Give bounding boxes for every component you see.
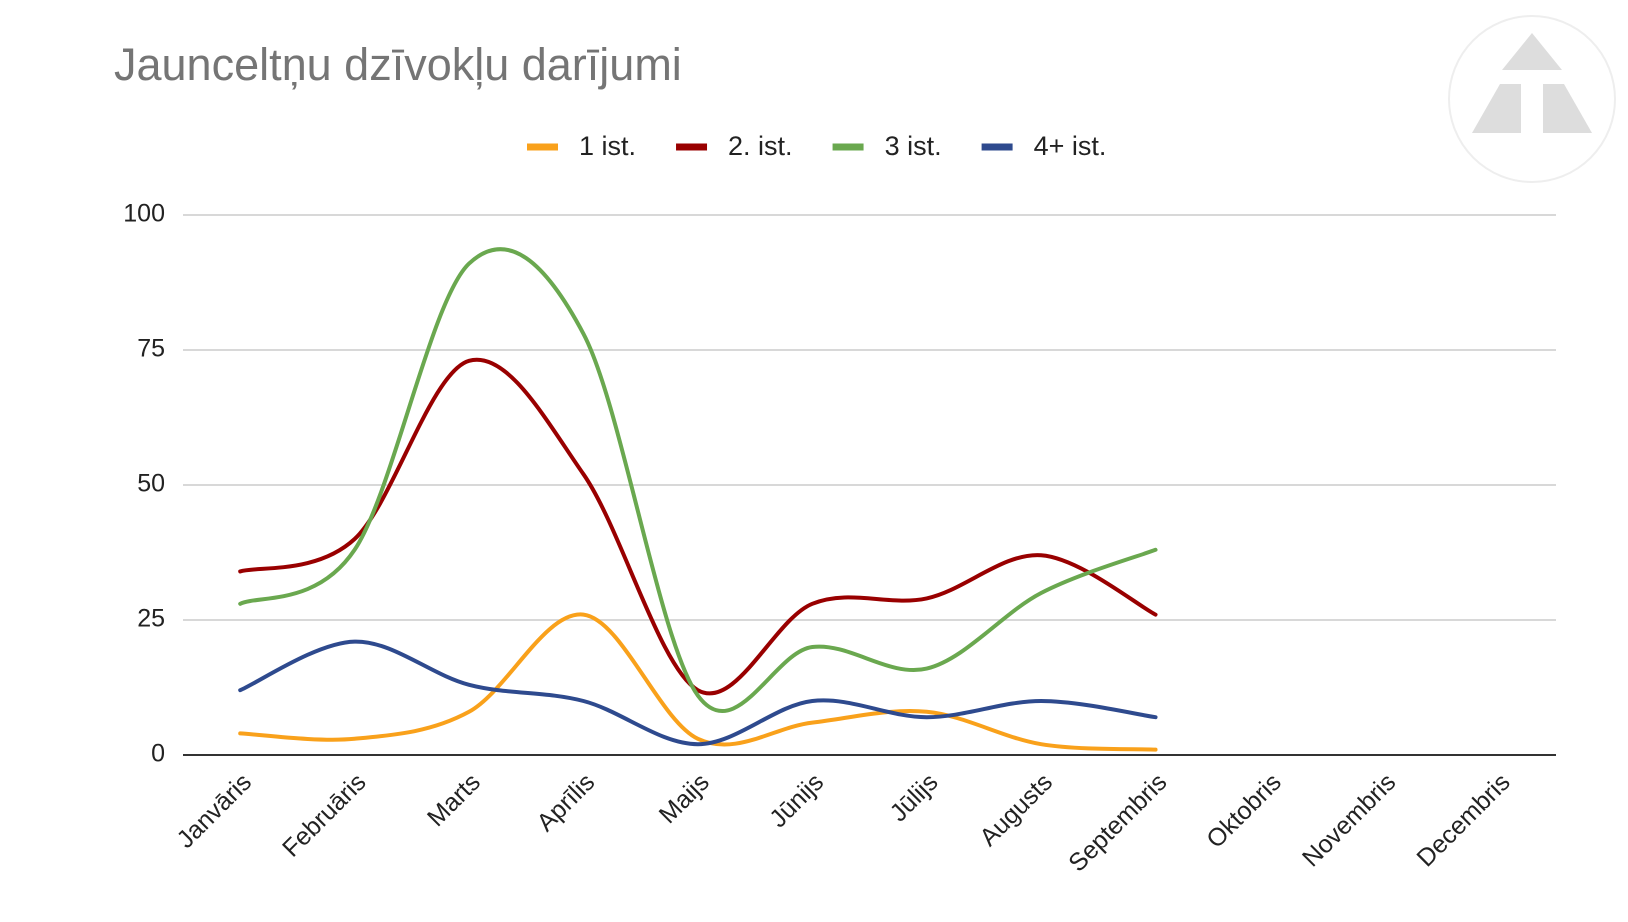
series-line [238,612,1158,752]
logo [1448,15,1616,183]
y-tick-label: 75 [137,335,165,363]
x-tick-label: Jūlijs [885,768,944,827]
x-tick-label: Maijs [654,768,715,829]
x-tick-label: Aprīlis [531,768,600,837]
y-tick-label: 25 [137,605,165,633]
series-line [238,357,1158,696]
chart-title: Jaunceltņu dzīvokļu darījumi [114,39,682,90]
x-tick-label: Decembris [1411,768,1515,872]
x-tick-label: Janvāris [171,768,257,854]
y-tick-label: 0 [151,740,165,768]
y-tick-label: 50 [137,470,165,498]
legend-label: 1 ist. [579,131,636,161]
x-tick-label: Oktobris [1201,768,1287,854]
legend-label: 3 ist. [885,131,942,161]
series-line [238,639,1158,747]
legend-label: 4+ ist. [1034,131,1107,161]
series-line [238,247,1158,714]
x-tick-label: Februāris [277,768,371,862]
x-tick-label: Novembris [1297,768,1401,872]
legend-label: 2. ist. [728,131,793,161]
x-tick-label: Jūnijs [764,768,829,833]
y-tick-label: 100 [123,200,165,228]
x-tick-label: Augusts [974,768,1058,852]
x-tick-label: Septembris [1063,768,1172,877]
x-tick-label: Marts [422,768,486,832]
